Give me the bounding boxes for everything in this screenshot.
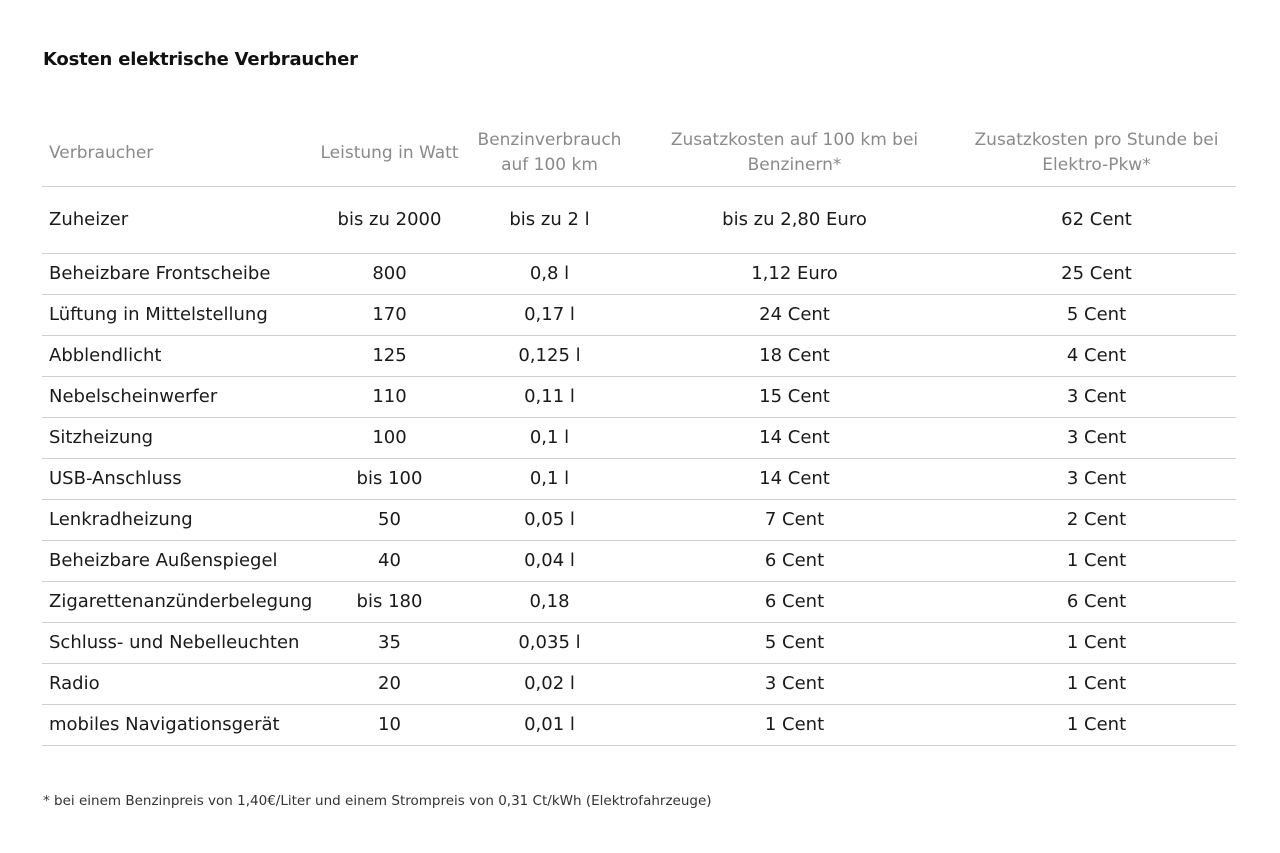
table-row: Lüftung in Mittelstellung 170 0,17 l 24 … (42, 294, 1236, 336)
cell-verbraucher: Lüftung in Mittelstellung (42, 294, 312, 336)
cell-leistung: 110 (312, 376, 467, 418)
cell-benzinverbrauch: 0,1 l (467, 417, 632, 459)
cell-leistung: 100 (312, 417, 467, 459)
header-zusatzkosten-elektro: Zusatzkosten pro Stunde bei Elektro-Pkw* (957, 120, 1236, 187)
cell-leistung: 40 (312, 540, 467, 582)
cell-zusatzkosten-elektro: 1 Cent (957, 704, 1236, 746)
cell-verbraucher: Abblendlicht (42, 335, 312, 377)
table-body: Zuheizer bis zu 2000 bis zu 2 l bis zu 2… (42, 186, 1236, 746)
cell-leistung: 20 (312, 663, 467, 705)
table-header: Verbraucher Leistung in Watt Benzinverbr… (42, 120, 1236, 187)
header-benzinverbrauch: Benzinverbrauch auf 100 km (467, 120, 632, 187)
cell-verbraucher: Sitzheizung (42, 417, 312, 459)
cell-zusatzkosten-benziner: 24 Cent (632, 294, 957, 336)
table-row: Beheizbare Frontscheibe 800 0,8 l 1,12 E… (42, 253, 1236, 295)
cost-table: Verbraucher Leistung in Watt Benzinverbr… (42, 120, 1236, 746)
cell-zusatzkosten-elektro: 3 Cent (957, 376, 1236, 418)
cell-benzinverbrauch: 0,125 l (467, 335, 632, 377)
table-row: USB-Anschluss bis 100 0,1 l 14 Cent 3 Ce… (42, 458, 1236, 500)
cell-zusatzkosten-benziner: 14 Cent (632, 458, 957, 500)
header-zusatzkosten-benziner: Zusatzkosten auf 100 km bei Benzinern* (632, 120, 957, 187)
cell-zusatzkosten-benziner: 1 Cent (632, 704, 957, 746)
cell-benzinverbrauch: bis zu 2 l (467, 186, 632, 254)
cell-verbraucher: Lenkradheizung (42, 499, 312, 541)
cell-benzinverbrauch: 0,1 l (467, 458, 632, 500)
cell-zusatzkosten-benziner: 18 Cent (632, 335, 957, 377)
cell-benzinverbrauch: 0,18 (467, 581, 632, 623)
table-row: Zuheizer bis zu 2000 bis zu 2 l bis zu 2… (42, 186, 1236, 254)
cell-zusatzkosten-elektro: 1 Cent (957, 540, 1236, 582)
cell-verbraucher: Nebelscheinwerfer (42, 376, 312, 418)
cell-verbraucher: Beheizbare Frontscheibe (42, 253, 312, 295)
cell-zusatzkosten-elektro: 3 Cent (957, 458, 1236, 500)
table-row: Nebelscheinwerfer 110 0,11 l 15 Cent 3 C… (42, 376, 1236, 418)
cell-zusatzkosten-benziner: 5 Cent (632, 622, 957, 664)
cell-zusatzkosten-benziner: 6 Cent (632, 540, 957, 582)
footnote: * bei einem Benzinpreis von 1,40€/Liter … (43, 793, 712, 809)
table-row: mobiles Navigationsgerät 10 0,01 l 1 Cen… (42, 704, 1236, 746)
cell-zusatzkosten-elektro: 2 Cent (957, 499, 1236, 541)
cell-verbraucher: USB-Anschluss (42, 458, 312, 500)
cell-leistung: bis 180 (312, 581, 467, 623)
table-row: Zigarettenanzünderbelegung bis 180 0,18 … (42, 581, 1236, 623)
cell-benzinverbrauch: 0,17 l (467, 294, 632, 336)
header-row: Verbraucher Leistung in Watt Benzinverbr… (42, 120, 1236, 187)
cell-benzinverbrauch: 0,11 l (467, 376, 632, 418)
cell-benzinverbrauch: 0,035 l (467, 622, 632, 664)
table-row: Abblendlicht 125 0,125 l 18 Cent 4 Cent (42, 335, 1236, 377)
cell-zusatzkosten-benziner: 7 Cent (632, 499, 957, 541)
cell-zusatzkosten-elektro: 6 Cent (957, 581, 1236, 623)
cell-benzinverbrauch: 0,8 l (467, 253, 632, 295)
cell-leistung: 800 (312, 253, 467, 295)
table-row: Lenkradheizung 50 0,05 l 7 Cent 2 Cent (42, 499, 1236, 541)
cell-leistung: 170 (312, 294, 467, 336)
cell-zusatzkosten-elektro: 1 Cent (957, 663, 1236, 705)
cell-verbraucher: mobiles Navigationsgerät (42, 704, 312, 746)
cell-zusatzkosten-benziner: 3 Cent (632, 663, 957, 705)
cell-leistung: 35 (312, 622, 467, 664)
cell-leistung: 125 (312, 335, 467, 377)
cell-verbraucher: Zuheizer (42, 186, 312, 254)
cell-benzinverbrauch: 0,04 l (467, 540, 632, 582)
cell-zusatzkosten-elektro: 5 Cent (957, 294, 1236, 336)
header-leistung: Leistung in Watt (312, 120, 467, 187)
table-row: Sitzheizung 100 0,1 l 14 Cent 3 Cent (42, 417, 1236, 459)
table-row: Radio 20 0,02 l 3 Cent 1 Cent (42, 663, 1236, 705)
cell-verbraucher: Radio (42, 663, 312, 705)
cell-benzinverbrauch: 0,01 l (467, 704, 632, 746)
cell-zusatzkosten-elektro: 4 Cent (957, 335, 1236, 377)
cell-zusatzkosten-elektro: 25 Cent (957, 253, 1236, 295)
cell-zusatzkosten-elektro: 62 Cent (957, 186, 1236, 254)
cell-verbraucher: Schluss- und Nebelleuchten (42, 622, 312, 664)
cell-zusatzkosten-benziner: 1,12 Euro (632, 253, 957, 295)
cell-leistung: 10 (312, 704, 467, 746)
cell-verbraucher: Beheizbare Außenspiegel (42, 540, 312, 582)
cell-verbraucher: Zigarettenanzünderbelegung (42, 581, 312, 623)
cell-zusatzkosten-benziner: 15 Cent (632, 376, 957, 418)
header-verbraucher: Verbraucher (42, 120, 312, 187)
cell-zusatzkosten-benziner: 14 Cent (632, 417, 957, 459)
cell-leistung: bis 100 (312, 458, 467, 500)
page-title: Kosten elektrische Verbraucher (43, 49, 358, 70)
cell-benzinverbrauch: 0,02 l (467, 663, 632, 705)
cell-leistung: bis zu 2000 (312, 186, 467, 254)
cell-zusatzkosten-benziner: bis zu 2,80 Euro (632, 186, 957, 254)
cell-benzinverbrauch: 0,05 l (467, 499, 632, 541)
cell-zusatzkosten-elektro: 1 Cent (957, 622, 1236, 664)
cell-leistung: 50 (312, 499, 467, 541)
table-row: Schluss- und Nebelleuchten 35 0,035 l 5 … (42, 622, 1236, 664)
table-row: Beheizbare Außenspiegel 40 0,04 l 6 Cent… (42, 540, 1236, 582)
cell-zusatzkosten-elektro: 3 Cent (957, 417, 1236, 459)
cell-zusatzkosten-benziner: 6 Cent (632, 581, 957, 623)
